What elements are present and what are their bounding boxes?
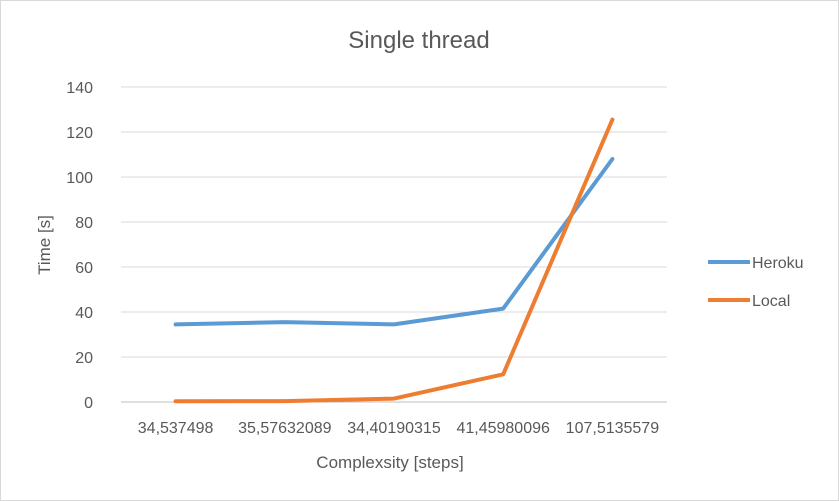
legend-label-local: Local: [752, 293, 790, 310]
x-tick-label: 34,537498: [138, 420, 214, 437]
y-axis-ticks: 0 20 40 60 80 100 120 140: [66, 80, 93, 412]
y-tick-label: 0: [84, 395, 93, 412]
legend-label-heroku: Heroku: [752, 255, 804, 272]
chart-title: Single thread: [348, 27, 489, 54]
series-line-heroku: [173, 157, 615, 327]
x-tick-label: 35,57632089: [238, 420, 332, 437]
x-tick-label: 41,45980096: [456, 420, 550, 437]
y-axis-title: Time [s]: [35, 215, 54, 275]
gridlines: [121, 86, 667, 403]
x-tick-label: 107,5135579: [566, 420, 660, 437]
x-axis-title: Complexsity [steps]: [316, 453, 463, 472]
y-tick-label: 40: [75, 305, 93, 322]
y-tick-label: 60: [75, 260, 93, 277]
y-tick-label: 140: [66, 80, 93, 97]
series-line-local: [173, 117, 615, 404]
x-axis-ticks: 34,537498 35,57632089 34,40190315 41,459800…: [138, 420, 659, 437]
y-tick-label: 20: [75, 350, 93, 367]
y-tick-label: 100: [66, 170, 93, 187]
y-tick-label: 80: [75, 215, 93, 232]
legend: Heroku Local: [708, 255, 804, 310]
series-lines: [173, 117, 615, 404]
x-tick-label: 34,40190315: [347, 420, 441, 437]
y-tick-label: 120: [66, 125, 93, 142]
